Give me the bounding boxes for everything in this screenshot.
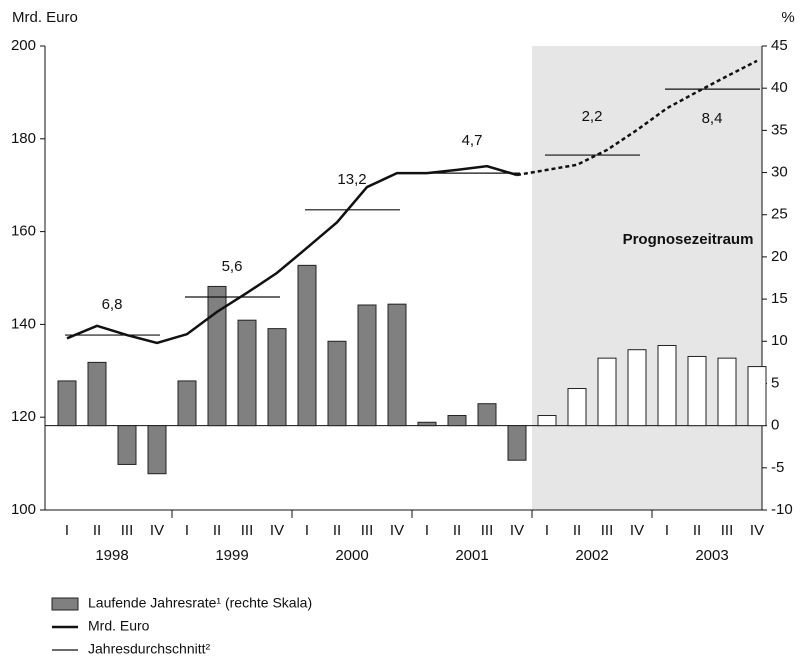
bar (87, 361, 107, 427)
legend-label: Laufende Jahresrate¹ (rechte Skala) (88, 595, 312, 611)
y2-tick-label: -10 (771, 501, 793, 518)
y2-axis-label: % (781, 9, 794, 26)
bar (567, 388, 587, 427)
quarter-label: II (333, 522, 341, 539)
quarter-label: III (361, 522, 374, 539)
bar (447, 415, 467, 427)
year-label: 1999 (215, 547, 248, 564)
bar (387, 303, 407, 427)
quarter-label: II (573, 522, 581, 539)
bar (477, 403, 497, 427)
forecast-label: Prognosezeitraum (623, 231, 754, 248)
bar (687, 355, 707, 427)
quarter-label: I (305, 522, 309, 539)
quarter-label: I (425, 522, 429, 539)
legend-label: Mrd. Euro (88, 618, 150, 634)
y2-tick-label: 35 (771, 121, 788, 138)
bar (237, 319, 257, 427)
quarter-label: IV (510, 522, 524, 539)
bar (117, 425, 137, 465)
forecast-region (532, 46, 762, 510)
bar (147, 425, 167, 475)
quarter-label: II (213, 522, 221, 539)
quarter-label: II (453, 522, 461, 539)
y2-tick-label: 15 (771, 290, 788, 307)
year-label: 1998 (95, 547, 128, 564)
legend-label: Jahresdurchschnitt² (88, 641, 211, 657)
y-tick-label: 140 (11, 315, 36, 332)
year-label: 2002 (575, 547, 608, 564)
y2-tick-label: 25 (771, 206, 788, 223)
y-axis-label: Mrd. Euro (12, 9, 78, 26)
quarter-label: I (665, 522, 669, 539)
quarter-label: II (93, 522, 101, 539)
bar (357, 304, 377, 427)
bar (717, 357, 737, 427)
y2-tick-label: 0 (771, 417, 779, 434)
quarter-label: III (721, 522, 734, 539)
quarter-label: IV (150, 522, 164, 539)
bar (537, 415, 557, 427)
y2-tick-label: 10 (771, 332, 788, 349)
growth-label: 2,2 (582, 108, 603, 125)
bar (267, 328, 287, 427)
bar (57, 380, 77, 427)
year-label: 2000 (335, 547, 368, 564)
quarter-label: III (601, 522, 614, 539)
y-tick-label: 180 (11, 130, 36, 147)
y2-tick-label: 20 (771, 248, 788, 265)
bar (207, 285, 227, 427)
quarter-label: III (241, 522, 254, 539)
growth-label: 6,8 (102, 296, 123, 313)
y2-tick-label: -5 (771, 459, 784, 476)
growth-label: 4,7 (462, 132, 483, 149)
legend-swatch (51, 597, 79, 611)
bar (627, 349, 647, 427)
growth-label: 8,4 (702, 110, 723, 127)
quarter-label: I (65, 522, 69, 539)
y-tick-label: 160 (11, 223, 36, 240)
y2-tick-label: 40 (771, 79, 788, 96)
y2-tick-label: 5 (771, 374, 779, 391)
bar (297, 264, 317, 427)
growth-label: 13,2 (337, 171, 366, 188)
quarter-label: II (693, 522, 701, 539)
bar (417, 421, 437, 427)
quarter-label: III (121, 522, 134, 539)
y-tick-label: 120 (11, 408, 36, 425)
forecast-line (516, 59, 758, 177)
bar (327, 340, 347, 427)
bar (507, 425, 527, 461)
quarter-label: IV (390, 522, 404, 539)
growth-label: 5,6 (222, 258, 243, 275)
y-tick-label: 100 (11, 501, 36, 518)
bar (657, 344, 677, 427)
quarter-label: I (185, 522, 189, 539)
bar (177, 380, 197, 427)
year-label: 2001 (455, 547, 488, 564)
y2-tick-label: 30 (771, 164, 788, 181)
y2-tick-label: 45 (771, 37, 788, 54)
y-tick-label: 200 (11, 37, 36, 54)
year-label: 2003 (695, 547, 728, 564)
bar (747, 366, 767, 427)
quarter-label: IV (750, 522, 764, 539)
line (66, 164, 518, 345)
quarter-label: I (545, 522, 549, 539)
quarter-label: IV (630, 522, 644, 539)
quarter-label: III (481, 522, 494, 539)
bar (597, 357, 617, 427)
quarter-label: IV (270, 522, 284, 539)
